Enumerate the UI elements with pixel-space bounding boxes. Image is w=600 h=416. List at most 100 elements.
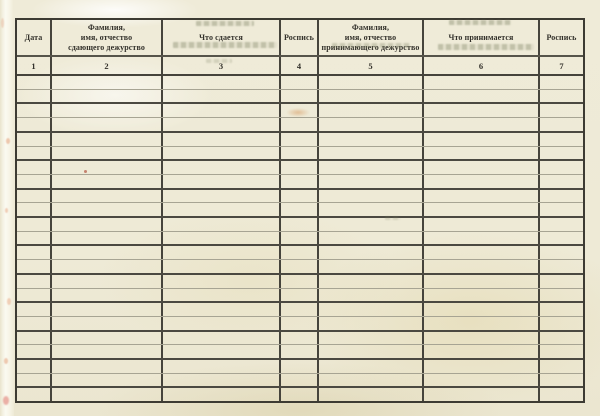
column-number: 6 — [424, 57, 540, 74]
table-row — [17, 388, 583, 402]
ink-dot-artifact — [3, 396, 9, 405]
body-cell-empty — [424, 260, 540, 273]
header-date: Дата — [17, 20, 52, 55]
paper-speckle — [7, 298, 11, 305]
body-cell-empty — [52, 132, 163, 146]
body-cell-empty — [424, 104, 540, 118]
header-what-is-handed-over: Что сдается — [163, 20, 281, 55]
bleedthrough-artifact — [449, 20, 511, 25]
body-cell-empty — [424, 218, 540, 231]
table-row — [17, 373, 583, 389]
table-row — [17, 76, 583, 90]
body-cell-empty — [52, 288, 163, 302]
body-cell-empty — [52, 174, 163, 188]
body-cell-empty — [281, 288, 319, 302]
body-cell-empty — [163, 345, 281, 359]
body-cell-empty — [540, 332, 583, 345]
body-cell-empty — [424, 360, 540, 373]
body-cell-empty — [540, 104, 583, 117]
body-cell-empty — [281, 345, 319, 359]
body-cell-empty — [163, 246, 281, 260]
body-cell-empty — [319, 274, 424, 288]
table-body — [17, 76, 583, 402]
body-cell-empty — [540, 275, 583, 288]
body-cell-empty — [319, 288, 424, 302]
body-cell-empty — [540, 388, 583, 401]
table-row — [17, 260, 583, 275]
body-cell-empty — [281, 89, 319, 103]
body-cell-empty — [163, 76, 281, 89]
body-cell-empty — [17, 118, 52, 131]
table-row — [17, 316, 583, 332]
body-cell-empty — [424, 288, 540, 302]
body-cell-empty — [540, 246, 583, 259]
body-cell-empty — [163, 189, 281, 203]
body-cell-empty — [540, 133, 583, 146]
body-cell-empty — [319, 388, 424, 402]
body-cell-empty — [319, 203, 424, 217]
header-person-taking-over: Фамилия, имя, отчество принимающего дежу… — [319, 20, 424, 55]
body-cell-empty — [424, 274, 540, 288]
table-row — [17, 288, 583, 304]
column-number: 5 — [319, 57, 424, 74]
body-cell-empty — [163, 231, 281, 245]
body-cell-empty — [163, 388, 281, 402]
body-cell-empty — [540, 317, 583, 330]
body-cell-empty — [52, 246, 163, 260]
body-cell-empty — [163, 218, 281, 231]
body-cell-empty — [540, 90, 583, 103]
body-cell-empty — [52, 118, 163, 131]
table-row — [17, 189, 583, 204]
column-number: 7 — [559, 60, 564, 71]
paper-speckle — [4, 358, 8, 364]
body-cell-empty — [540, 260, 583, 273]
body-cell-empty — [17, 303, 52, 316]
body-cell-empty — [319, 218, 424, 231]
body-cell-empty — [17, 288, 52, 302]
body-cell-empty — [281, 373, 319, 387]
body-cell-empty — [52, 260, 163, 273]
body-cell-empty — [319, 174, 424, 188]
body-cell-empty — [17, 316, 52, 330]
body-cell-empty — [281, 218, 319, 231]
table-row — [17, 303, 583, 317]
body-cell-empty — [163, 132, 281, 146]
bleedthrough-artifact — [206, 59, 232, 63]
body-cell-empty — [281, 161, 319, 174]
body-cell-empty — [540, 374, 583, 387]
body-cell-empty — [17, 132, 52, 146]
page-binding-edge — [0, 0, 14, 416]
body-cell-empty — [319, 360, 424, 373]
table-row — [17, 274, 583, 289]
body-cell-empty — [281, 231, 319, 245]
bleedthrough-artifact — [385, 216, 401, 220]
bleedthrough-artifact — [196, 21, 254, 26]
body-cell-empty — [52, 274, 163, 288]
table-row — [17, 331, 583, 346]
body-cell-empty — [424, 331, 540, 345]
body-cell-empty — [17, 246, 52, 260]
body-cell-empty — [540, 161, 583, 174]
body-cell-empty — [52, 189, 163, 203]
body-cell-empty — [319, 316, 424, 330]
body-cell-empty — [281, 388, 319, 402]
body-cell-empty — [281, 303, 319, 316]
body-cell-empty — [281, 316, 319, 330]
ink-stain-artifact — [286, 108, 310, 117]
table-row — [17, 89, 583, 105]
body-cell-empty — [163, 104, 281, 118]
body-cell-empty — [281, 260, 319, 273]
body-cell-empty — [52, 161, 163, 174]
body-cell-empty — [52, 218, 163, 231]
body-cell-empty — [163, 288, 281, 302]
body-cell-empty — [319, 89, 424, 103]
body-cell-empty — [281, 118, 319, 131]
body-cell-empty — [424, 76, 540, 89]
body-cell-empty — [17, 231, 52, 245]
body-cell-empty — [424, 246, 540, 260]
body-cell-empty — [281, 246, 319, 260]
column-number: 4 — [281, 57, 319, 74]
body-cell-empty — [52, 316, 163, 330]
body-cell-empty — [424, 189, 540, 203]
body-cell-empty — [281, 174, 319, 188]
